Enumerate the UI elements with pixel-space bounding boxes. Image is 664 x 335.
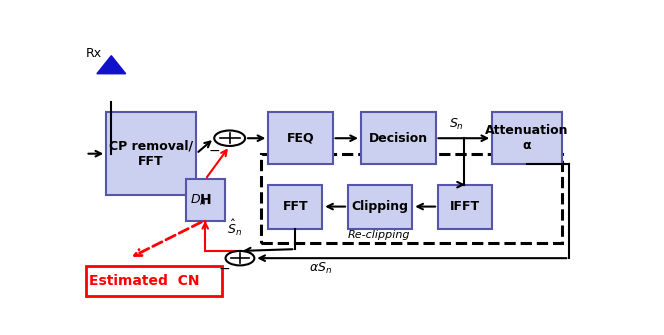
Text: $D_n$: $D_n$ <box>191 193 207 208</box>
FancyBboxPatch shape <box>492 113 562 164</box>
Text: $-$: $-$ <box>208 143 220 156</box>
Text: H: H <box>199 193 211 207</box>
FancyBboxPatch shape <box>268 113 333 164</box>
Text: IFFT: IFFT <box>450 200 480 213</box>
FancyBboxPatch shape <box>348 185 412 228</box>
Text: Attenuation
α: Attenuation α <box>485 124 568 152</box>
FancyBboxPatch shape <box>186 180 224 221</box>
Polygon shape <box>97 56 125 74</box>
Text: CP removal/
FFT: CP removal/ FFT <box>109 140 193 168</box>
Text: Re-clipping: Re-clipping <box>348 230 410 240</box>
Text: FEQ: FEQ <box>287 132 314 145</box>
Text: $S_n$: $S_n$ <box>449 117 463 132</box>
FancyBboxPatch shape <box>268 185 322 228</box>
Text: Rx: Rx <box>86 47 102 60</box>
Text: FFT: FFT <box>282 200 308 213</box>
FancyBboxPatch shape <box>106 113 197 195</box>
Text: $-$: $-$ <box>218 261 230 275</box>
FancyBboxPatch shape <box>361 113 436 164</box>
FancyBboxPatch shape <box>438 185 492 228</box>
Circle shape <box>214 130 245 146</box>
Text: $\hat{S}_n$: $\hat{S}_n$ <box>227 217 242 238</box>
Text: Clipping: Clipping <box>352 200 408 213</box>
Circle shape <box>226 251 254 265</box>
Text: Estimated  CN: Estimated CN <box>89 274 200 288</box>
Text: Decision: Decision <box>369 132 428 145</box>
Text: $\alpha S_n$: $\alpha S_n$ <box>309 261 333 276</box>
